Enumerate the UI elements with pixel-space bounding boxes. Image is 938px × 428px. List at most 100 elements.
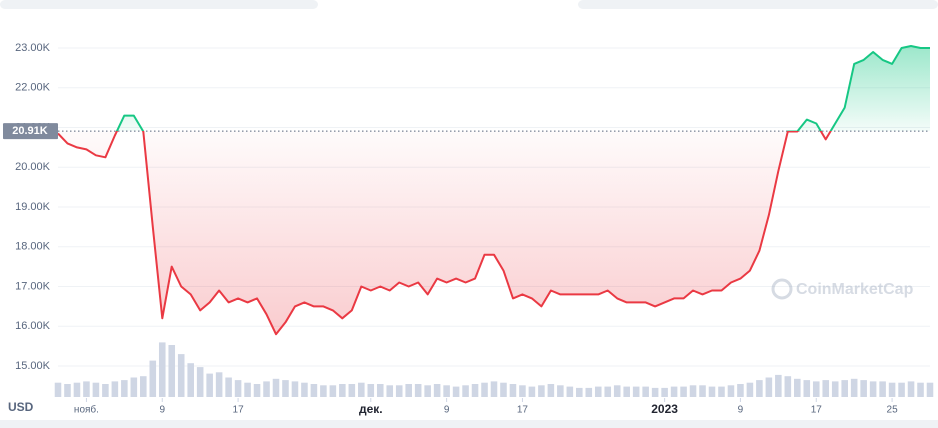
y-tick-label: 15.00K (15, 360, 51, 372)
volume-bar (471, 384, 479, 397)
volume-bar (405, 384, 412, 397)
volume-bar (566, 386, 574, 397)
volume-bar (803, 380, 811, 397)
volume-bar (860, 380, 867, 397)
volume-bar (594, 386, 602, 397)
navigator-strip (0, 420, 938, 428)
x-tick-label: 9 (738, 405, 744, 416)
volume-bar (92, 382, 100, 397)
volume-bar (282, 380, 289, 397)
volume-bar (879, 381, 886, 397)
volume-bar (756, 380, 763, 397)
volume-bar (547, 384, 555, 397)
volume-bar (623, 386, 630, 397)
volume-bar (310, 384, 318, 397)
volume-bar (812, 381, 820, 397)
toolbar-right[interactable] (578, 0, 938, 9)
y-tick-label: 17.00K (15, 280, 51, 292)
volume-bar (850, 378, 858, 397)
y-tick-label: 16.00K (15, 320, 51, 332)
volume-bar (632, 386, 640, 397)
volume-bar (168, 345, 176, 397)
volume-bar (196, 367, 204, 397)
volume-bar (54, 382, 62, 397)
volume-bar (841, 380, 848, 397)
volume-bar (395, 385, 403, 397)
volume-bar (689, 385, 697, 397)
volume-bar (358, 382, 365, 397)
volume-bar (519, 385, 526, 397)
volume-bar (727, 385, 735, 397)
volume-bar (83, 381, 90, 397)
x-tick-label: 9 (159, 405, 165, 416)
volume-bar (651, 387, 659, 397)
volume-bar (538, 385, 545, 397)
volume-bar (272, 378, 280, 397)
volume-bar (831, 381, 839, 397)
volume-bar (822, 380, 830, 397)
volume-bar (225, 377, 232, 397)
volume-bar (500, 382, 507, 397)
volume-bar (206, 373, 213, 397)
volume-bar (291, 381, 299, 397)
volume-bar (737, 384, 744, 397)
volume-bar (794, 378, 801, 397)
volume-bar (784, 376, 792, 397)
y-tick-label: 23.00K (15, 42, 51, 54)
volume-bar (140, 376, 147, 397)
volume-bar (244, 382, 251, 397)
area (58, 46, 930, 335)
volume-bar (158, 342, 166, 397)
volume-bar (329, 385, 337, 397)
volume-bar (917, 382, 924, 397)
volume-bar (509, 384, 517, 397)
x-tick-label: 17 (517, 405, 529, 416)
volume-bar (680, 386, 687, 397)
x-tick-label: дек. (359, 402, 383, 416)
volume-bar (452, 386, 460, 397)
baseline-label: 20.91K (12, 125, 48, 137)
volume-bar (481, 382, 488, 397)
volume-bar (348, 384, 356, 397)
volume-bar (613, 385, 621, 397)
toolbar-left[interactable] (0, 0, 318, 9)
volume-bar (263, 381, 270, 397)
volume-bar (898, 382, 905, 397)
volume-bar (718, 386, 725, 397)
y-tick-label: 22.00K (15, 82, 51, 94)
volume-bar (149, 360, 157, 397)
volume-bar (301, 382, 308, 397)
volume-bar (386, 385, 394, 397)
baseline-label-bg (3, 123, 58, 140)
volume-bar (670, 386, 678, 397)
volume-bar (111, 381, 119, 397)
volume-bar (234, 380, 242, 397)
volume-bar (414, 384, 422, 397)
volume-bar (73, 382, 81, 397)
volume-bar (102, 384, 109, 397)
volume-bar (699, 385, 706, 397)
volume-bar (661, 387, 668, 397)
volume-bar (888, 382, 896, 397)
x-tick-label: 9 (444, 405, 450, 416)
volume-bar (528, 386, 536, 397)
volume-bar (253, 384, 261, 397)
watermark-logo (771, 278, 793, 300)
volume-bar (765, 377, 773, 397)
y-tick-label: 19.00K (15, 201, 51, 213)
volume-bar (557, 385, 564, 397)
y-tick-label: 20.00K (15, 161, 51, 173)
volume-bar (339, 384, 346, 397)
volume-bar (585, 387, 593, 397)
volume-bar (130, 377, 138, 397)
volume-bar (376, 384, 384, 397)
volume-bar (367, 384, 375, 397)
volume-bar (775, 374, 782, 397)
volume-bar (462, 385, 469, 397)
volume-bar (433, 384, 441, 397)
volume-bar (424, 385, 431, 397)
volume-bar (869, 381, 877, 397)
volume-bar (746, 382, 754, 397)
currency-label: USD (8, 400, 34, 414)
